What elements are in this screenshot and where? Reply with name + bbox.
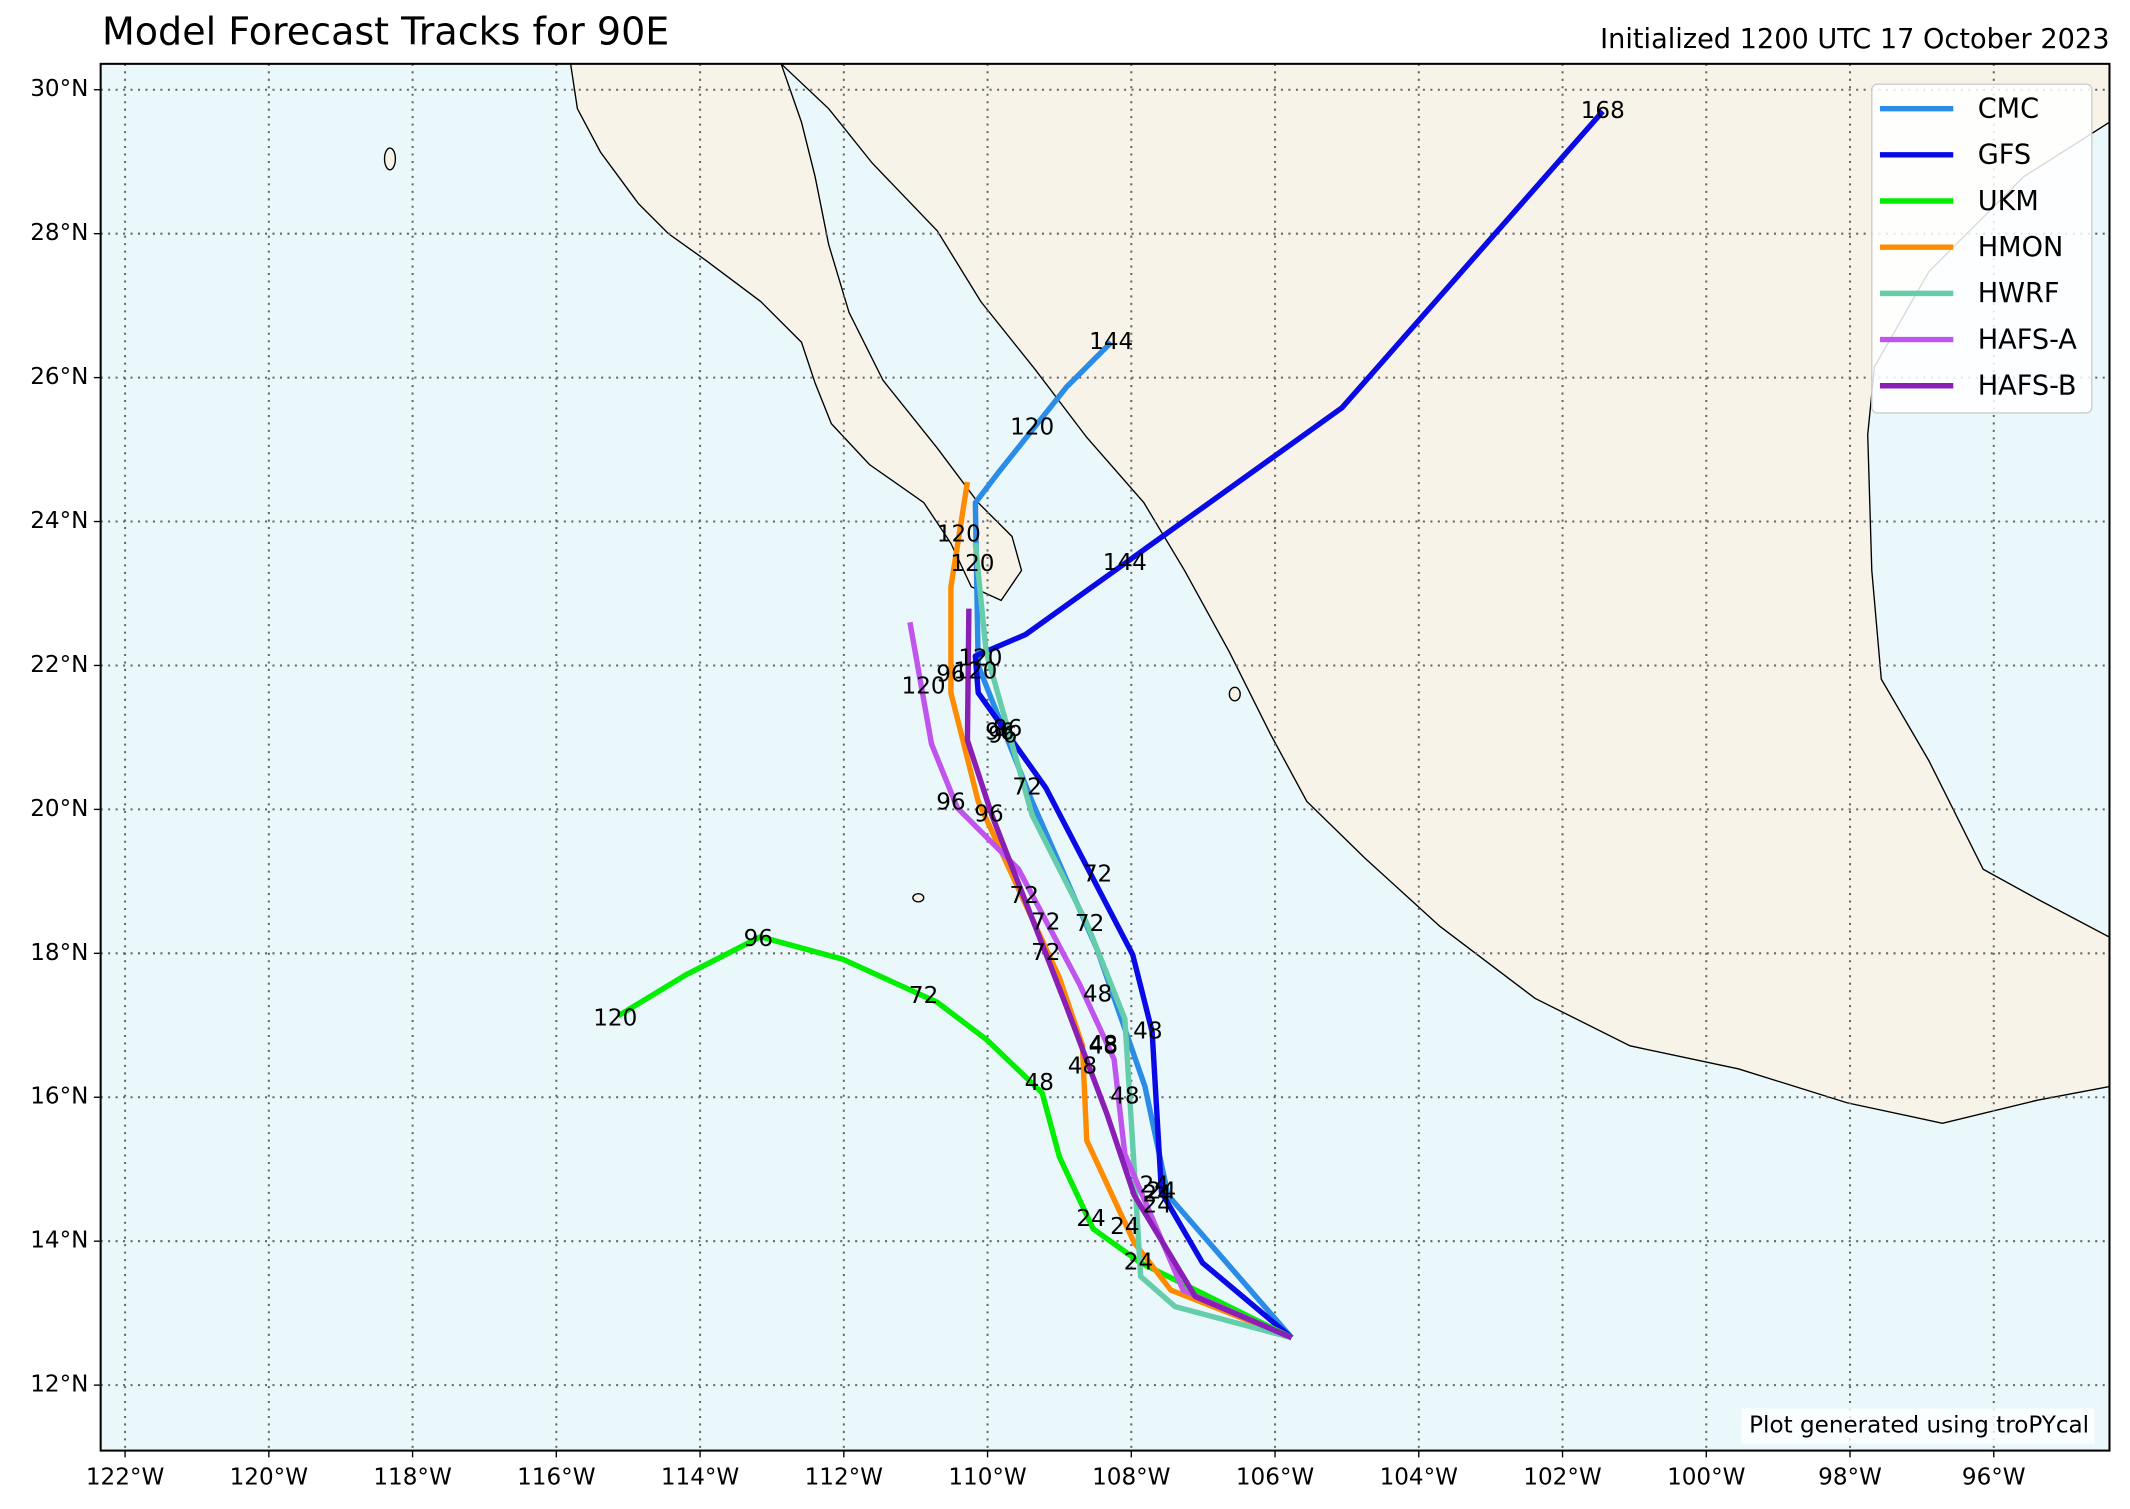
forecast-hour-label: 120 [950,551,994,577]
x-tick-label: 116°W [517,1464,596,1490]
forecast-hour-label: 144 [1103,550,1147,576]
legend-box [1871,83,2093,414]
track-line [964,608,1293,1341]
forecast-hour-label: 48 [1089,1032,1118,1058]
y-tick-label: 18°N [30,940,88,966]
legend-label: HMON [1978,232,2064,263]
x-tick-label: 110°W [948,1464,1027,1490]
legend: CMC GFS UKM HMON HWRF HAFS-A HAFS-B [1871,83,2093,414]
track-line [972,542,1293,1341]
x-tick-label: 96°W [1962,1464,2026,1490]
forecast-hour-label: 72 [1031,940,1060,966]
subtitle: Initialized 1200 UTC 17 October 2023 [1600,24,2109,55]
forecast-hour-label: 120 [593,1005,637,1031]
forecast-hour-label: 96 [744,926,773,952]
forecast-hour-label: 96 [974,802,1003,828]
forecast-hour-label: 144 [1089,329,1133,355]
x-tick-label: 98°W [1818,1464,1882,1490]
x-tick-label: 118°W [373,1464,452,1490]
island [383,147,397,171]
forecast-hour-label: 96 [988,722,1017,748]
x-tick-label: 100°W [1667,1464,1746,1490]
forecast-hour-label: 24 [1124,1249,1153,1275]
y-tick-label: 24°N [30,508,88,534]
y-tick-label: 14°N [30,1228,88,1254]
forecast-hour-label: 120 [937,522,981,548]
y-tick-label: 16°N [30,1084,88,1110]
forecast-hour-label: 24 [1142,1192,1171,1218]
island [1228,686,1241,702]
forecast-hour-label: 24 [1076,1206,1105,1232]
forecast-hour-label: 120 [902,674,946,700]
plot-frame [99,62,2111,1452]
forecast-hour-label: 24 [1140,1172,1169,1198]
y-tick-label: 30°N [30,76,88,102]
legend-label: HAFS-B [1978,371,2077,402]
forecast-hour-label: 72 [1031,910,1060,936]
forecast-hour-label: 48 [1025,1070,1054,1096]
tracks [616,109,1605,1341]
credit-box [1741,1408,2095,1444]
forecast-hour-label: 96 [985,720,1014,746]
forecast-hour-label: 24 [1147,1179,1176,1205]
legend-label: HAFS-A [1978,324,2078,355]
track-line [972,109,1605,1340]
chart-title: Model Forecast Tracks for 90E [102,9,669,53]
forecast-hour-label: 120 [958,645,1002,671]
x-tick-label: 102°W [1523,1464,1602,1490]
y-tick-label: 20°N [30,796,88,822]
y-tick-label: 28°N [30,220,88,246]
y-tick-label: 12°N [30,1372,88,1398]
x-tick-label: 106°W [1236,1464,1315,1490]
x-tick-label: 114°W [661,1464,740,1490]
legend-label: CMC [1978,94,2039,125]
legend-label: UKM [1978,186,2039,217]
forecast-hour-label: 96 [993,716,1022,742]
forecast-hour-label: 72 [1075,911,1104,937]
x-tick-label: 108°W [1092,1464,1171,1490]
forecast-hour-label: 72 [909,983,938,1009]
forecast-hour-label: 72 [1083,861,1112,887]
x-tick-label: 120°W [230,1464,309,1490]
x-tick-label: 104°W [1380,1464,1459,1490]
legend-label: HWRF [1978,278,2060,309]
forecast-hour-label: 48 [1133,1018,1162,1044]
forecast-hour-label: 48 [1089,1033,1118,1059]
forecast-hour-label: 120 [953,658,997,684]
forecast-hour-label: 168 [1581,98,1625,124]
island [912,893,925,903]
grid [100,63,2110,1451]
baja-california [569,63,1023,602]
forecast-hour-label: 24 [1110,1214,1139,1240]
forecast-hour-label: 48 [1083,982,1112,1008]
forecast-hour-label: 24 [1142,1182,1171,1208]
forecast-hour-label: 72 [1010,883,1039,909]
legend-label: GFS [1978,140,2031,171]
land [383,63,2111,1124]
x-tick-label: 112°W [805,1464,884,1490]
y-tick-label: 22°N [30,652,88,678]
forecast-hour-label: 96 [936,661,965,687]
forecast-hour-label: 48 [1110,1084,1139,1110]
x-tick-label: 122°W [86,1464,165,1490]
hour-labels: 2448729612014424487296120144168244872961… [593,98,1625,1275]
credit: Plot generated using troPYcal [1749,1413,2089,1439]
forecast-hour-label: 72 [1012,774,1041,800]
forecast-hour-label: 96 [936,789,965,815]
y-tick-label: 26°N [30,364,88,390]
forecast-hour-label: 120 [1010,414,1054,440]
track-line [616,934,1293,1341]
forecast-hour-label: 48 [1068,1054,1097,1080]
